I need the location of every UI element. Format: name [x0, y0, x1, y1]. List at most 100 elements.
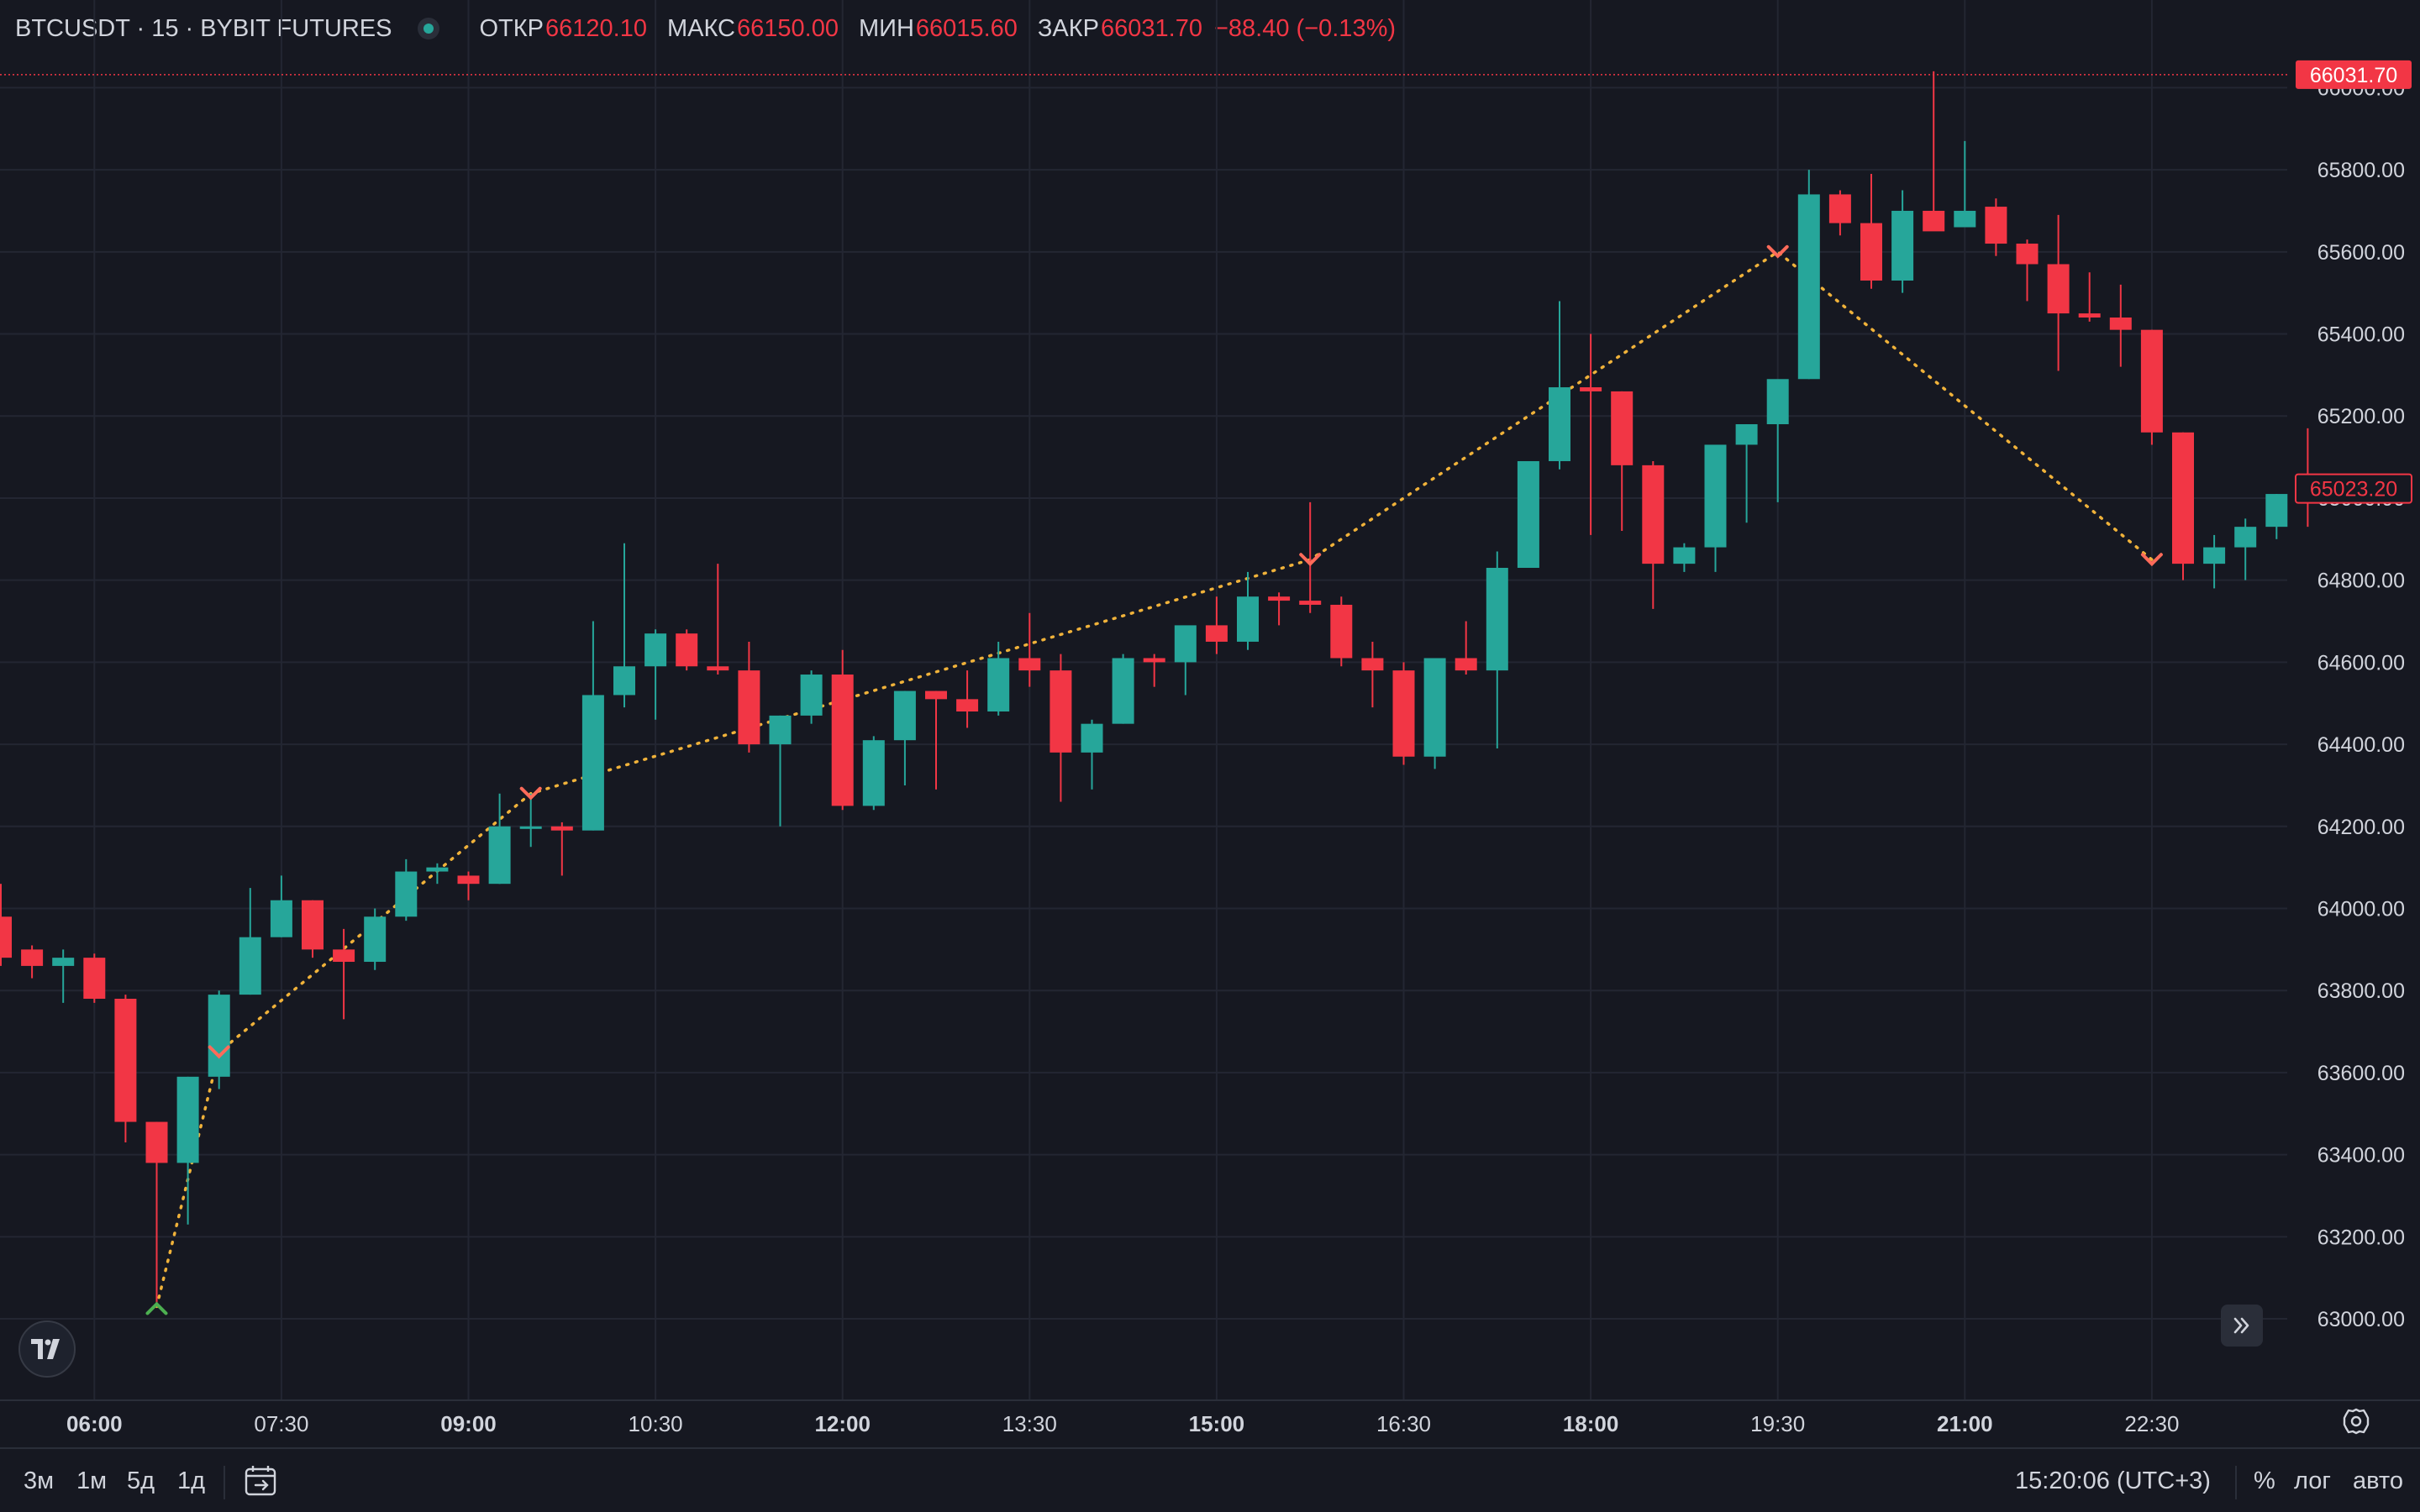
price-label: 66031.70: [2296, 60, 2412, 89]
candle: [1797, 170, 1820, 380]
candle-body: [1268, 596, 1291, 601]
price-tick-label: 65600.00: [2317, 241, 2405, 265]
candle: [1580, 333, 1602, 535]
candle-body: [1050, 670, 1072, 753]
candle: [52, 949, 75, 1003]
price-tick-label: 63000.00: [2317, 1308, 2405, 1331]
candle-body: [0, 916, 12, 958]
candle-body: [208, 995, 230, 1077]
scroll-right-icon[interactable]: [2221, 1305, 2263, 1347]
candle: [488, 793, 511, 885]
candle: [2265, 494, 2288, 539]
price-tick-label: 63600.00: [2317, 1062, 2405, 1085]
symbol-title[interactable]: BTCUSDT · 15 · BYBIT FUTURES: [15, 14, 392, 42]
candle: [1766, 379, 1789, 502]
candle: [145, 1121, 168, 1307]
pivot-high-marker: [208, 1045, 230, 1059]
candle-body: [2234, 527, 2257, 548]
candle-body: [1455, 658, 1477, 671]
close-value: 66031.70: [1101, 14, 1202, 42]
candle-body: [1174, 625, 1197, 663]
candle: [1985, 198, 2007, 256]
candle: [1081, 719, 1103, 790]
candle-body: [2265, 494, 2288, 528]
range-1m-button[interactable]: 1м: [76, 1467, 108, 1494]
candle: [1549, 301, 1570, 470]
pivot-markers: [145, 244, 2163, 1315]
candle-body: [52, 958, 75, 966]
candle-body: [1392, 670, 1415, 757]
candle: [270, 875, 292, 937]
clock-timezone[interactable]: 15:20:06 (UTC+3): [2015, 1467, 2211, 1494]
close-label: ЗАКР: [1037, 14, 1099, 42]
candle: [2047, 214, 2070, 371]
candle-body: [1361, 658, 1384, 671]
candle: [862, 736, 885, 811]
settings-gear-icon[interactable]: [2341, 1406, 2371, 1436]
price-tick-label: 64400.00: [2317, 733, 2405, 757]
candle-body: [176, 1076, 199, 1163]
price-tick-label: 64800.00: [2317, 570, 2405, 593]
range-5d-button[interactable]: 5д: [127, 1467, 155, 1494]
price-tick-label: 64600.00: [2317, 651, 2405, 675]
time-tick-label: 18:00: [1563, 1411, 1619, 1436]
time-tick-label: 07:30: [254, 1411, 308, 1436]
tradingview-logo-icon[interactable]: [18, 1320, 76, 1378]
candle: [176, 1076, 199, 1225]
price-tick-label: 65800.00: [2317, 159, 2405, 182]
toolbar-divider: [224, 1466, 225, 1499]
time-tick-label: 10:30: [629, 1411, 683, 1436]
candle-body: [831, 675, 854, 806]
candle: [364, 908, 387, 970]
calendar-goto-icon[interactable]: [244, 1464, 279, 1498]
candle: [893, 690, 916, 785]
candle-body: [2140, 329, 2163, 433]
candle: [1018, 612, 1041, 687]
candle: [1205, 596, 1228, 654]
candle: [0, 884, 12, 966]
market-status-icon[interactable]: [417, 18, 439, 39]
pivot-low-marker: [145, 1301, 168, 1315]
candle: [114, 995, 137, 1142]
candle: [676, 629, 698, 671]
candle-body: [800, 675, 823, 716]
log-scale-toggle[interactable]: лог: [2294, 1467, 2331, 1494]
candle: [1392, 662, 1415, 765]
candle: [738, 641, 760, 753]
candle-body: [1112, 658, 1134, 724]
candle-body: [644, 633, 667, 667]
time-axis[interactable]: 06:00 07:30 09:00 10:30 12:00 13:30 15:00 16:30…: [0, 1399, 2420, 1436]
candle: [1486, 551, 1508, 748]
candle: [1143, 654, 1165, 687]
candle-body: [1081, 723, 1103, 753]
range-3m-button[interactable]: 3м: [24, 1467, 55, 1494]
candle: [1268, 592, 1291, 626]
candle-body: [1611, 391, 1634, 465]
candle-body: [1828, 194, 1851, 223]
candle-body: [2172, 432, 2194, 564]
candle: [1174, 625, 1197, 696]
candle: [613, 543, 635, 708]
price-axis[interactable]: 63000.00 63200.00 63400.00 63600.00 63800.00…: [2295, 60, 2412, 1331]
candle-body: [581, 695, 604, 831]
candle-body: [925, 690, 947, 700]
candle-body: [550, 826, 573, 831]
high-label: МАКС: [666, 14, 735, 42]
candle-body: [1642, 465, 1665, 564]
range-1d-button[interactable]: 1д: [177, 1467, 206, 1494]
candle-body: [862, 740, 885, 806]
price-label-bg: [2295, 473, 2412, 504]
price-chart[interactable]: 63000.00 63200.00 63400.00 63600.00 63800.00…: [0, 0, 2420, 1447]
candle: [987, 641, 1010, 716]
time-tick-label: 06:00: [66, 1411, 123, 1436]
time-tick-label: 12:00: [814, 1411, 871, 1436]
pivot-high-marker: [1766, 244, 1789, 259]
price-label-bg: [2296, 60, 2412, 89]
candle: [1828, 190, 1851, 236]
candle: [1735, 424, 1758, 523]
percent-scale-toggle[interactable]: %: [2254, 1467, 2275, 1494]
candle-body: [519, 826, 542, 829]
candle-body: [395, 871, 418, 917]
auto-scale-toggle[interactable]: авто: [2353, 1467, 2403, 1494]
candle-body: [239, 937, 261, 995]
